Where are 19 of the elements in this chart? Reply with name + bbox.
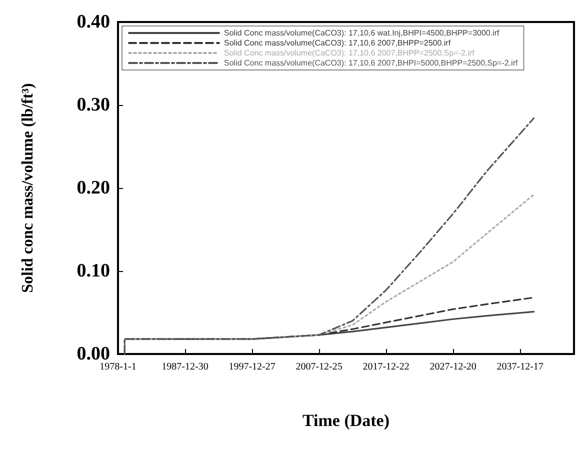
x-tick-label: 1987-12-30 — [162, 362, 208, 372]
x-tick-label: 1997-12-27 — [228, 362, 276, 372]
x-tick-label: 2017-12-22 — [362, 362, 410, 372]
text: Solid Conc mass/volume(CaCO3): 17,10,6 2007,BHPI=5000,BHPP=2500,Sp=-2.irf — [224, 58, 518, 68]
y-tick-label: 0.20 — [76, 178, 110, 198]
y-tick-label: 0.40 — [76, 12, 110, 32]
text: Solid Conc mass/volume(CaCO3): 17,10,6 2007,BHPP=2500.irf — [224, 38, 452, 48]
line-series — [124, 117, 535, 355]
y-tick-label: 0.10 — [76, 260, 110, 282]
x-tick-label: 2007-12-25 — [296, 362, 342, 372]
x-tick-label: 1978-1-1 — [100, 362, 136, 372]
x-tick-label: 2027-12-20 — [430, 362, 476, 372]
x-axis-title: Time (Date) — [302, 411, 390, 430]
x-tick-label: 2037-12-17 — [496, 362, 544, 372]
y-tick-label: 0.30 — [76, 94, 110, 116]
text: Solid Conc mass/volume(CaCO3): 17,10,6 wat.Inj,BHPI=4500,BHPP=3000.irf — [224, 28, 500, 38]
y-axis-title: Solid conc mass/volume (lb/ft³) — [20, 83, 36, 293]
text: Solid Conc mass/volume(CaCO3): 17,10,6 2007,BHPP=2500,Sp=-2.irf — [224, 48, 476, 58]
y-tick-label: 0.00 — [76, 344, 110, 364]
